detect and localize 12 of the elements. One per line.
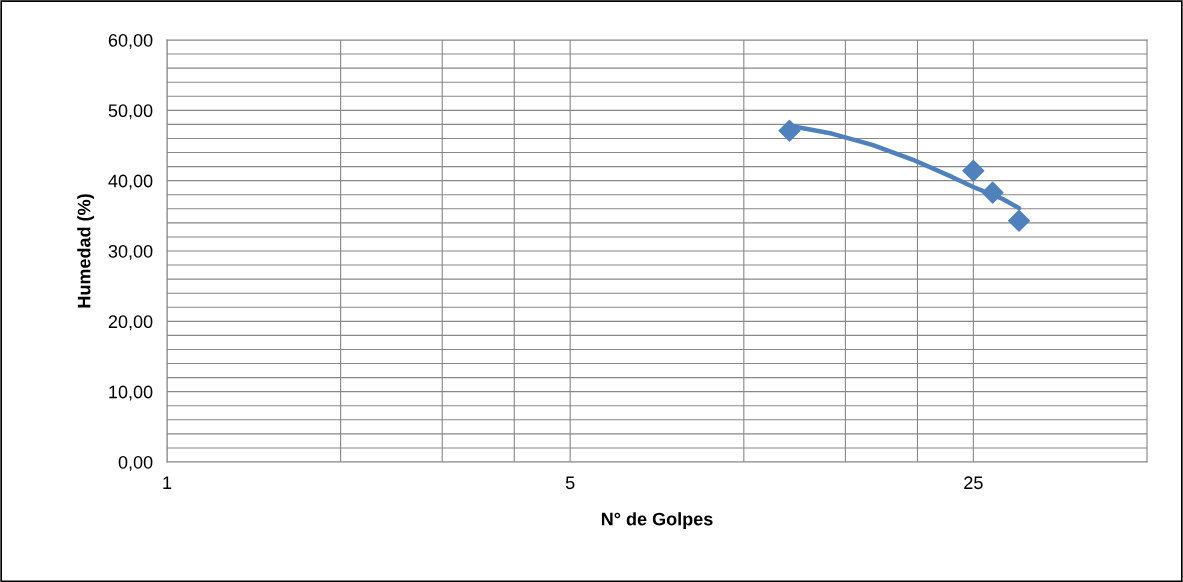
y-axis-title: Humedad (%) [77,194,95,308]
x-tick-label: 5 [565,476,575,490]
x-tick-label: 25 [964,476,983,490]
x-axis-title: N° de Golpes [601,512,713,529]
y-tick-label: 10,00 [109,385,153,401]
y-tick-label: 30,00 [108,244,153,260]
y-tick-label: 0,00 [118,455,153,471]
x-tick-label: 1 [163,476,172,489]
y-tick-label: 40,00 [108,174,153,190]
y-tick-label: 50,00 [108,104,153,120]
y-tick-label: 20,00 [108,315,153,331]
y-tick-label: 60,00 [108,33,153,49]
